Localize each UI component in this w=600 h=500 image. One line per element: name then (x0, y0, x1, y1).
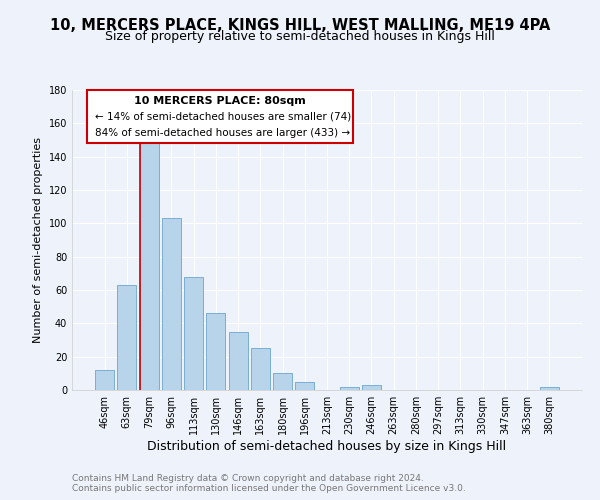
Bar (206, 314, 225, 390)
Y-axis label: Number of semi-detached properties: Number of semi-detached properties (33, 137, 43, 343)
Bar (540, 386, 559, 390)
Bar (184, 276, 203, 390)
Bar (229, 332, 248, 390)
Text: ← 14% of semi-detached houses are smaller (74): ← 14% of semi-detached houses are smalle… (95, 112, 351, 122)
Text: 84% of semi-detached houses are larger (433) →: 84% of semi-detached houses are larger (… (95, 128, 350, 138)
Text: Size of property relative to semi-detached houses in Kings Hill: Size of property relative to semi-detach… (105, 30, 495, 43)
Bar (95, 370, 114, 390)
Bar (162, 218, 181, 390)
Text: Contains public sector information licensed under the Open Government Licence v3: Contains public sector information licen… (72, 484, 466, 493)
Text: 10 MERCERS PLACE: 80sqm: 10 MERCERS PLACE: 80sqm (134, 96, 306, 106)
Bar (251, 348, 270, 390)
Text: 10, MERCERS PLACE, KINGS HILL, WEST MALLING, ME19 4PA: 10, MERCERS PLACE, KINGS HILL, WEST MALL… (50, 18, 550, 32)
FancyBboxPatch shape (88, 90, 353, 142)
Bar (340, 386, 359, 390)
Text: Contains HM Land Registry data © Crown copyright and database right 2024.: Contains HM Land Registry data © Crown c… (72, 474, 424, 483)
Bar (273, 374, 292, 390)
Bar (118, 285, 136, 390)
X-axis label: Distribution of semi-detached houses by size in Kings Hill: Distribution of semi-detached houses by … (148, 440, 506, 453)
Bar (140, 142, 158, 390)
Bar (362, 385, 381, 390)
Bar (295, 382, 314, 390)
